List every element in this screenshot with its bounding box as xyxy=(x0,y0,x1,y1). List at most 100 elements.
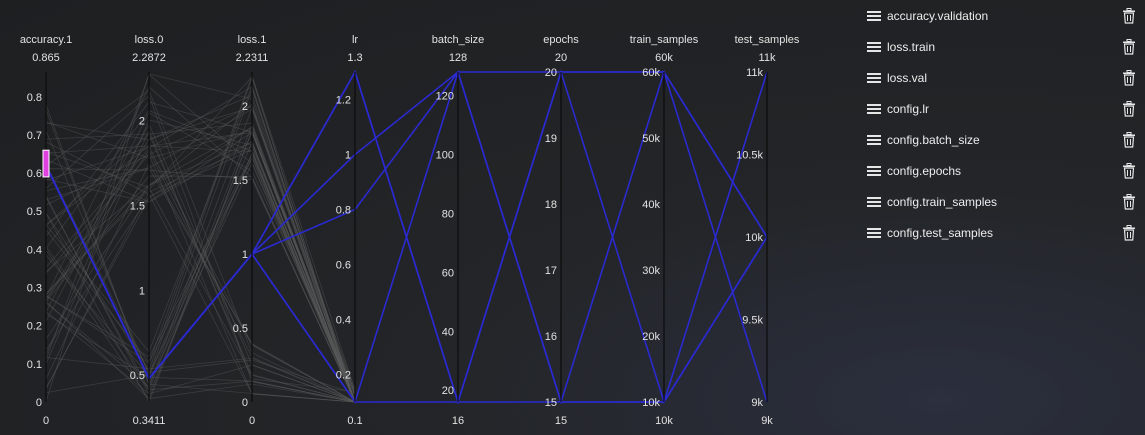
background-line xyxy=(45,163,356,395)
background-line xyxy=(45,103,356,403)
tick-label: 0.3 xyxy=(27,283,42,295)
tick-label: 19 xyxy=(545,133,557,145)
drag-handle-icon[interactable] xyxy=(867,196,881,207)
column-row[interactable]: config.lr xyxy=(860,93,1145,124)
tick-label: 1 xyxy=(345,150,351,162)
column-label: config.batch_size xyxy=(887,132,980,147)
tick-label: 16 xyxy=(545,331,557,343)
trash-icon[interactable] xyxy=(1122,7,1136,24)
background-line xyxy=(45,121,356,403)
drag-handle-icon[interactable] xyxy=(867,227,881,238)
background-line xyxy=(45,104,356,397)
background-line xyxy=(45,300,356,403)
column-row[interactable]: loss.val xyxy=(860,62,1145,93)
tick-label: 30k xyxy=(642,265,660,277)
trash-icon[interactable] xyxy=(1122,100,1136,117)
background-line xyxy=(45,140,356,403)
background-lines xyxy=(45,73,356,404)
background-line xyxy=(45,124,356,403)
tick-label: 9.5k xyxy=(742,315,763,327)
column-row[interactable]: config.train_samples xyxy=(860,186,1145,217)
column-row[interactable]: config.epochs xyxy=(860,155,1145,186)
axis-max-label: 2.2311 xyxy=(236,52,269,64)
axis-title[interactable]: epochs xyxy=(543,34,579,46)
highlighted-line xyxy=(45,71,768,404)
tick-label: 1.2 xyxy=(336,95,351,107)
tick-label: 80 xyxy=(442,208,454,220)
drag-handle-icon[interactable] xyxy=(867,72,881,83)
tick-label: 0.2 xyxy=(27,321,42,333)
axis-min-label: 0.3411 xyxy=(133,415,166,427)
background-line xyxy=(45,122,356,403)
axis-title[interactable]: lr xyxy=(352,34,358,46)
drag-handle-icon[interactable] xyxy=(867,134,881,145)
axis-min-label: 0 xyxy=(43,415,49,427)
drag-handle-icon[interactable] xyxy=(867,41,881,52)
background-line xyxy=(45,175,356,403)
tick-label: 0.4 xyxy=(336,315,351,327)
trash-icon[interactable] xyxy=(1122,131,1136,148)
tick-label: 20k xyxy=(642,331,660,343)
background-line xyxy=(45,123,356,403)
tick-label: 0.5 xyxy=(27,206,42,218)
background-line xyxy=(45,73,356,403)
background-line xyxy=(45,132,356,403)
axis-title[interactable]: accuracy.1 xyxy=(20,34,72,46)
background-line xyxy=(45,94,356,403)
drag-handle-icon[interactable] xyxy=(867,10,881,21)
axis-min-label: 16 xyxy=(452,415,464,427)
background-line xyxy=(45,73,356,403)
background-line xyxy=(45,87,356,403)
tick-label: 2 xyxy=(242,101,248,113)
background-line xyxy=(45,108,356,403)
column-label: accuracy.validation xyxy=(887,8,989,23)
brush-selection[interactable] xyxy=(42,149,50,178)
axis-title[interactable]: batch_size xyxy=(432,34,485,46)
background-line xyxy=(45,125,356,403)
background-line xyxy=(45,246,356,403)
background-line xyxy=(45,145,356,403)
trash-icon[interactable] xyxy=(1122,193,1136,210)
tick-label: 0.6 xyxy=(336,260,351,272)
tick-label: 9k xyxy=(751,397,763,409)
column-row[interactable]: config.test_samples xyxy=(860,217,1145,248)
trash-icon[interactable] xyxy=(1122,162,1136,179)
column-row[interactable]: config.batch_size xyxy=(860,124,1145,155)
background-line xyxy=(45,141,356,403)
background-line xyxy=(45,106,356,403)
tick-label: 0.6 xyxy=(27,168,42,180)
tick-label: 0.7 xyxy=(27,130,42,142)
axis-min-label: 0.1 xyxy=(347,415,362,427)
tick-label: 40 xyxy=(442,326,454,338)
background-line xyxy=(45,94,356,395)
tick-label: 20 xyxy=(545,67,557,79)
drag-handle-icon[interactable] xyxy=(867,165,881,176)
background-line xyxy=(45,151,356,403)
tick-label: 2 xyxy=(139,116,145,128)
axis-title[interactable]: loss.0 xyxy=(135,34,164,46)
background-line xyxy=(45,149,356,403)
trash-icon[interactable] xyxy=(1122,224,1136,241)
tick-label: 15 xyxy=(545,397,557,409)
axis-min-label: 0 xyxy=(249,415,255,427)
column-row[interactable]: accuracy.validation xyxy=(860,0,1145,31)
drag-handle-icon[interactable] xyxy=(867,103,881,114)
tick-label: 0.8 xyxy=(27,92,42,104)
background-line xyxy=(45,110,356,403)
axis-title[interactable]: test_samples xyxy=(735,34,800,46)
axis-max-label: 1.3 xyxy=(347,52,362,64)
trash-icon[interactable] xyxy=(1122,69,1136,86)
tick-label: 40k xyxy=(642,199,660,211)
column-label: loss.train xyxy=(887,39,936,54)
tick-label: 120 xyxy=(436,91,454,103)
background-line xyxy=(45,109,356,403)
axis-max-label: 2.2872 xyxy=(132,52,166,64)
axis-title[interactable]: train_samples xyxy=(630,34,699,46)
axis-title[interactable]: loss.1 xyxy=(238,34,267,46)
trash-icon[interactable] xyxy=(1122,38,1136,55)
tick-label: 1.5 xyxy=(130,200,145,212)
tick-label: 1.5 xyxy=(233,175,248,187)
column-row[interactable]: loss.train xyxy=(860,31,1145,62)
background-line xyxy=(45,101,356,393)
column-label: loss.val xyxy=(887,70,928,85)
